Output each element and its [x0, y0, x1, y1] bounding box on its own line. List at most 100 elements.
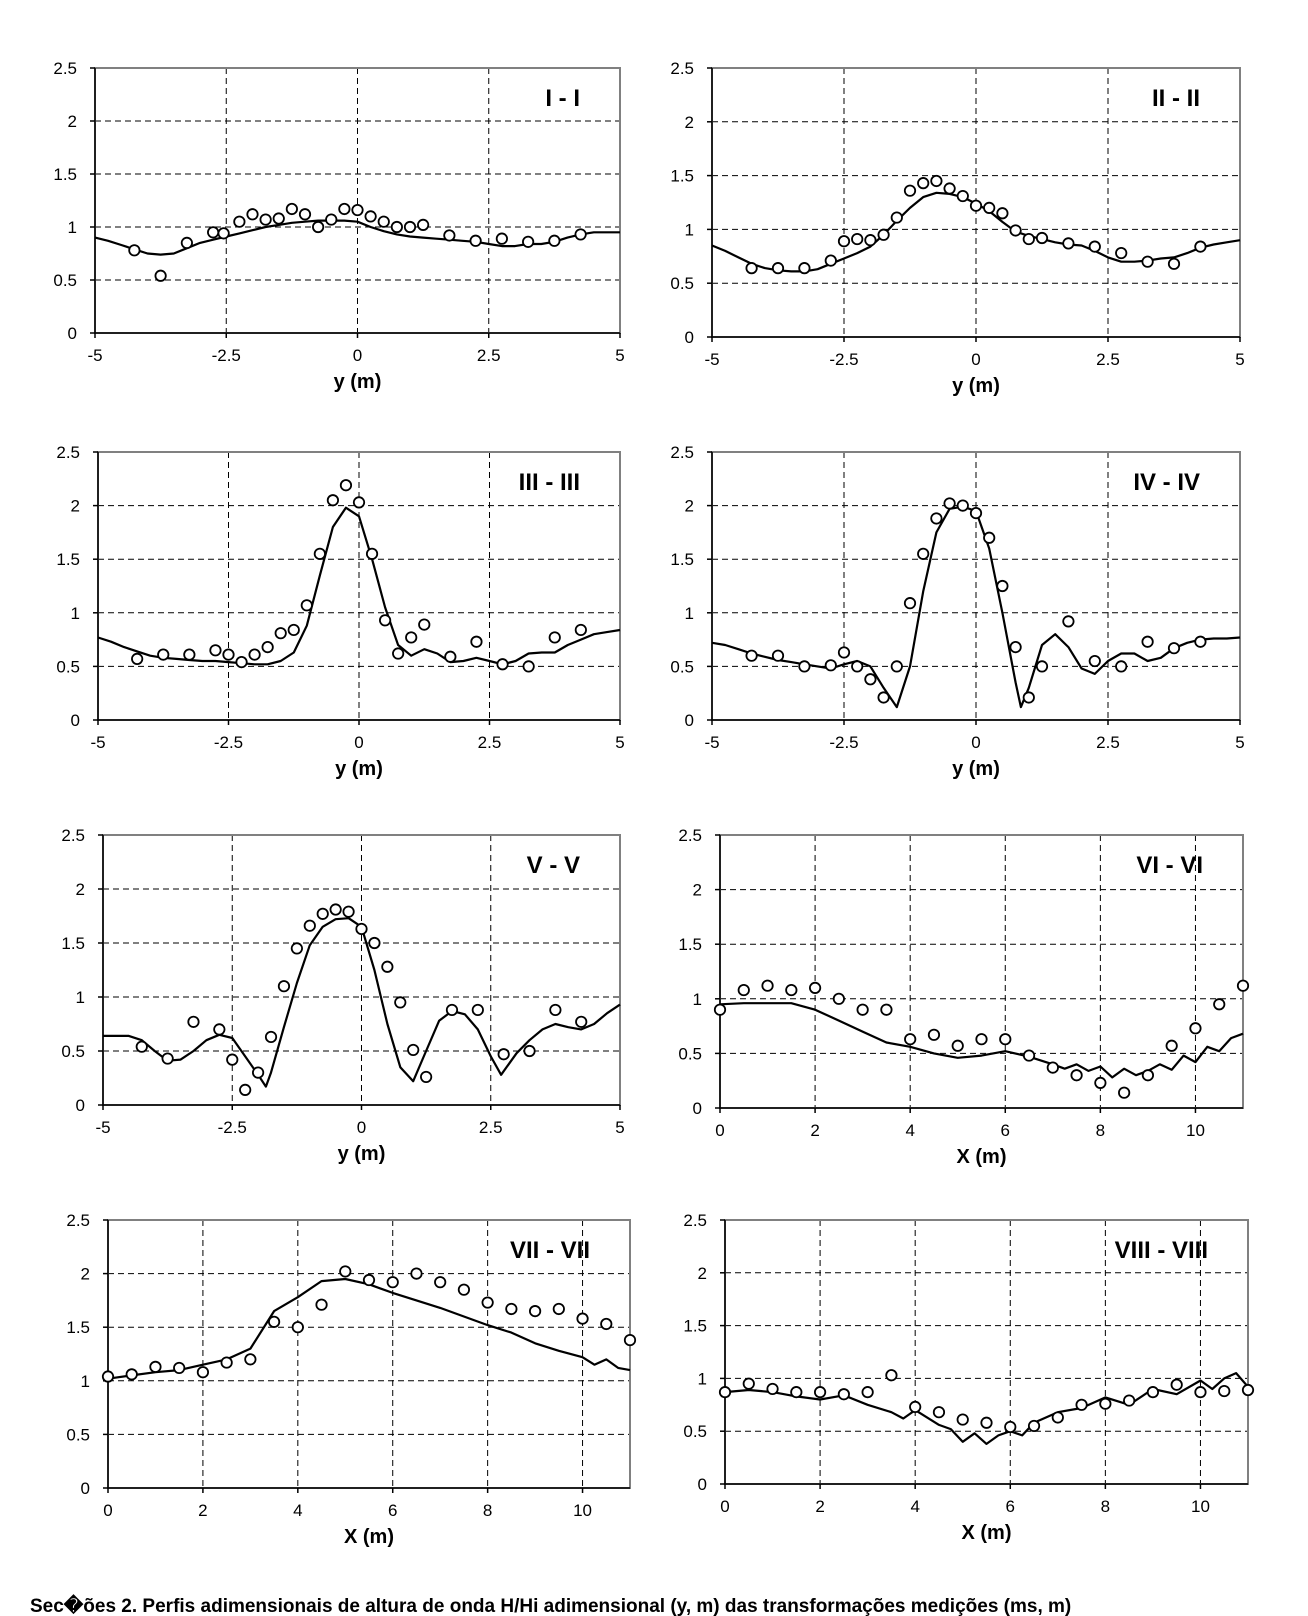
measured-point	[217, 227, 230, 240]
x-tick-label: -5	[704, 733, 719, 752]
measured-point	[548, 234, 561, 247]
y-tick-label: 1.5	[670, 167, 694, 186]
x-tick-label: 8	[1101, 1497, 1110, 1516]
measured-point	[798, 262, 811, 275]
measured-point	[574, 228, 587, 241]
model-line	[724, 1371, 1249, 1446]
measured-point	[1062, 237, 1075, 250]
measured-point	[574, 623, 587, 637]
measured-point	[300, 599, 313, 612]
measured-point	[445, 1003, 459, 1017]
measured-point	[135, 1040, 148, 1053]
measured-point	[1146, 1386, 1160, 1399]
measured-point	[927, 1028, 941, 1041]
panel-title: I - I	[545, 85, 580, 112]
y-tick-label: 2.5	[61, 826, 85, 845]
measured-point	[917, 547, 930, 560]
y-tick-label: 1.5	[670, 550, 694, 569]
x-tick-label: -2.5	[218, 1118, 247, 1137]
y-tick-label: 0	[685, 328, 694, 347]
measured-point	[481, 1296, 494, 1309]
measured-point	[443, 229, 456, 242]
measured-point	[983, 201, 996, 214]
measured-point	[932, 1406, 946, 1419]
y-tick-label: 2	[698, 1264, 707, 1283]
measured-point	[207, 226, 220, 239]
panel-title: IV - IV	[1133, 469, 1200, 496]
y-tick-label: 2.5	[66, 1211, 90, 1230]
y-tick-label: 1.5	[66, 1318, 90, 1337]
x-tick-label: 2	[198, 1501, 207, 1520]
measured-point	[457, 1283, 471, 1296]
measured-point	[183, 648, 196, 661]
measured-point	[1088, 240, 1101, 253]
measured-point	[154, 269, 167, 282]
panel-title: VIII - VIII	[1115, 1237, 1208, 1264]
measured-point	[549, 1003, 562, 1017]
measured-point	[315, 1298, 328, 1311]
x-tick-label: 0	[354, 733, 363, 752]
measured-point	[338, 202, 351, 216]
measured-point	[378, 614, 392, 627]
y-tick-label: 0.5	[61, 1042, 85, 1061]
x-tick-label: 0	[357, 1118, 366, 1137]
measured-point	[407, 1043, 420, 1057]
measured-point	[623, 1333, 637, 1347]
measured-point	[298, 208, 312, 221]
measured-point	[824, 659, 837, 672]
measured-point	[877, 228, 890, 241]
x-tick-label: 0	[715, 1121, 724, 1140]
measured-point	[1115, 660, 1128, 673]
y-tick-label: 2	[693, 881, 702, 900]
measured-point	[101, 1370, 115, 1383]
y-tick-label: 1	[81, 1372, 90, 1391]
x-tick-label: 6	[1006, 1497, 1015, 1516]
measured-point	[342, 905, 355, 918]
x-tick-label: 2.5	[479, 1118, 503, 1137]
y-tick-label: 1	[71, 604, 80, 623]
measured-point	[285, 202, 298, 216]
x-tick-label: 5	[615, 733, 624, 752]
measured-point	[470, 635, 483, 648]
measured-point	[999, 1033, 1012, 1046]
y-tick-label: 1	[685, 604, 694, 623]
measured-point	[600, 1317, 613, 1331]
model-line	[107, 1277, 631, 1380]
x-tick-label: 0	[971, 350, 980, 369]
x-tick-label: 0	[971, 733, 980, 752]
y-tick-label: 0.5	[678, 1044, 702, 1063]
y-tick-label: 0.5	[683, 1422, 707, 1441]
chart-panel-8: 0 0.5 1 1.5 2 2.5 0 2 4 6 8 10 X (m) VIII - VIII	[683, 1211, 1255, 1544]
measured-point	[495, 232, 508, 245]
x-tick-label: -5	[90, 733, 105, 752]
model-line	[103, 917, 621, 1088]
x-axis-label: y (m)	[338, 1143, 386, 1165]
y-tick-label: 0	[693, 1099, 702, 1118]
measured-point	[813, 1386, 827, 1399]
x-tick-label: 10	[1191, 1497, 1210, 1516]
chart-panel-5: 0 0.5 1 1.5 2 2.5 -5 -2.5 0 2.5 5 y (m) V - V	[61, 826, 624, 1165]
measured-point	[326, 494, 339, 507]
measured-point	[956, 499, 969, 512]
measured-point	[890, 660, 903, 673]
measured-point	[248, 648, 261, 661]
x-tick-label: 0	[103, 1501, 112, 1520]
measured-point	[196, 1366, 210, 1379]
measured-point	[917, 177, 930, 190]
chart-panel-2: 0 0.5 1 1.5 2 2.5 -5 -2.5 0 2.5 5 y (m) II - II	[670, 59, 1244, 397]
measured-point	[287, 623, 300, 637]
measured-point	[1027, 1419, 1041, 1433]
measured-point	[157, 648, 170, 661]
y-tick-label: 1.5	[683, 1317, 707, 1336]
measured-point	[410, 1267, 423, 1280]
measured-point	[1167, 642, 1181, 655]
measured-point	[1213, 998, 1226, 1011]
measured-point	[837, 235, 851, 248]
x-tick-label: 6	[1001, 1121, 1010, 1140]
x-axis-label: y (m)	[335, 758, 383, 780]
measured-point	[252, 1066, 265, 1079]
chart-panel-4: 0 0.5 1 1.5 2 2.5 -5 -2.5 0 2.5 5 y (m) IV - IV	[670, 443, 1244, 780]
measured-point	[522, 235, 535, 248]
x-tick-label: -2.5	[214, 733, 243, 752]
measured-point	[264, 1030, 278, 1044]
